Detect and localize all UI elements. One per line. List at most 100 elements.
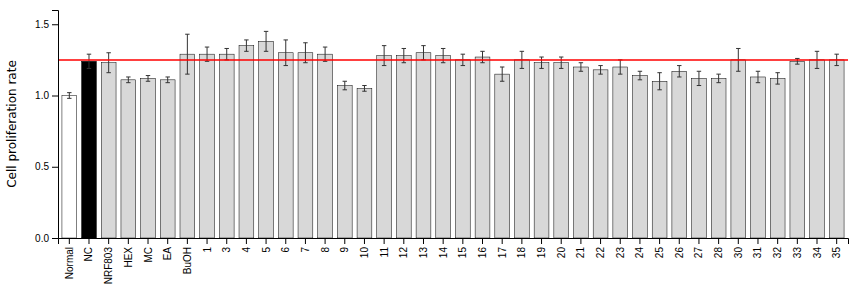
x-tick-label: 34 bbox=[812, 247, 823, 259]
y-tick-mark bbox=[52, 96, 58, 97]
bar bbox=[455, 60, 470, 238]
x-tick-label: Normal bbox=[64, 247, 75, 279]
bar bbox=[318, 54, 333, 238]
x-tick-label: 26 bbox=[674, 247, 685, 259]
x-tick-label: 27 bbox=[693, 247, 704, 259]
x-tick: 10 bbox=[359, 238, 370, 258]
error-bar bbox=[559, 57, 563, 68]
x-tick-mark bbox=[698, 238, 699, 244]
bar bbox=[475, 57, 490, 238]
x-tick-label: 7 bbox=[300, 247, 311, 253]
error-bar bbox=[598, 66, 602, 75]
x-tick-label: NC bbox=[83, 247, 94, 261]
x-tick: 22 bbox=[595, 238, 606, 258]
x-tick-label: 20 bbox=[556, 247, 567, 259]
error-bar bbox=[284, 40, 288, 66]
x-tick-label: BuOH bbox=[182, 247, 193, 274]
x-tick-label: 4 bbox=[241, 247, 252, 253]
bar bbox=[298, 53, 313, 238]
bar bbox=[810, 60, 825, 238]
bar bbox=[829, 60, 844, 238]
error-bar bbox=[106, 53, 110, 73]
x-tick-label: HEX bbox=[123, 247, 134, 268]
x-tick: 4 bbox=[241, 238, 252, 253]
x-tick: HEX bbox=[123, 238, 134, 268]
x-tick-mark bbox=[541, 238, 542, 244]
x-tick: 11 bbox=[379, 238, 390, 257]
bar bbox=[377, 56, 392, 238]
x-tick: 21 bbox=[575, 238, 586, 258]
x-tick-label: 32 bbox=[772, 247, 783, 259]
y-tick-label: 0.5 bbox=[35, 161, 49, 172]
x-tick: EA bbox=[162, 238, 173, 260]
x-tick: 19 bbox=[536, 238, 547, 258]
x-tick-label: NRF803 bbox=[103, 247, 114, 285]
bar bbox=[62, 96, 77, 239]
x-tick-mark bbox=[561, 238, 562, 244]
x-tick-mark bbox=[817, 238, 818, 244]
x-tick: 28 bbox=[713, 238, 724, 258]
x-tick: 31 bbox=[752, 238, 763, 258]
x-tick-mark bbox=[718, 238, 719, 244]
error-bar bbox=[343, 81, 347, 90]
x-tick-mark bbox=[620, 238, 621, 244]
x-tick: 7 bbox=[300, 238, 311, 253]
x-tick-label: 17 bbox=[497, 247, 508, 259]
x-tick-label: 12 bbox=[398, 247, 409, 259]
bar bbox=[82, 61, 97, 238]
x-tick-mark bbox=[69, 238, 70, 244]
y-tick-mark bbox=[52, 238, 58, 239]
x-tick-mark bbox=[482, 238, 483, 244]
error-bar bbox=[716, 74, 720, 83]
error-bar bbox=[244, 40, 248, 51]
x-tick-mark bbox=[305, 238, 306, 244]
y-tick-mark bbox=[52, 24, 58, 25]
y-tick: 1.5 bbox=[35, 19, 58, 30]
error-bar bbox=[697, 71, 701, 85]
x-tick-mark bbox=[423, 238, 424, 244]
x-tick-label: 30 bbox=[733, 247, 744, 259]
x-tick-mark bbox=[659, 238, 660, 244]
bar bbox=[672, 71, 687, 238]
error-bar bbox=[638, 71, 642, 80]
x-tick: 33 bbox=[792, 238, 803, 258]
bar bbox=[121, 80, 136, 238]
x-tick-mark bbox=[600, 238, 601, 244]
x-tick-label: MC bbox=[143, 247, 154, 263]
x-tick: 30 bbox=[733, 238, 744, 258]
error-bar bbox=[657, 73, 661, 90]
chart: 0.00.51.01.5NormalNCNRF803HEXMCEABuOH134… bbox=[0, 0, 858, 302]
x-tick-mark bbox=[266, 238, 267, 244]
bar bbox=[101, 63, 116, 238]
x-tick: 34 bbox=[812, 238, 823, 258]
x-tick-mark bbox=[384, 238, 385, 244]
bar bbox=[613, 67, 628, 238]
x-tick-mark bbox=[167, 238, 168, 244]
bar bbox=[790, 61, 805, 238]
bar bbox=[436, 56, 451, 238]
x-axis-line bbox=[59, 239, 849, 245]
x-tick: 35 bbox=[831, 238, 842, 258]
x-tick-label: 21 bbox=[575, 247, 586, 259]
bar bbox=[574, 67, 589, 238]
x-tick-label: 33 bbox=[792, 247, 803, 259]
error-bar bbox=[185, 34, 189, 74]
error-bar bbox=[579, 63, 583, 72]
plot: 0.00.51.01.5NormalNCNRF803HEXMCEABuOH134… bbox=[35, 11, 848, 285]
x-tick-mark bbox=[797, 238, 798, 244]
x-tick-label: 9 bbox=[339, 247, 350, 253]
x-tick-mark bbox=[502, 238, 503, 244]
x-tick: 23 bbox=[615, 238, 626, 258]
marks bbox=[58, 31, 848, 238]
x-tick-label: 16 bbox=[477, 247, 488, 259]
x-tick-label: 35 bbox=[831, 247, 842, 259]
y-axis-title: Cell proliferation rate bbox=[5, 60, 19, 188]
x-tick-label: 15 bbox=[457, 247, 468, 259]
x-tick: 1 bbox=[202, 238, 213, 253]
error-bar bbox=[480, 51, 484, 62]
x-tick: 5 bbox=[261, 238, 272, 253]
bar bbox=[141, 78, 156, 238]
x-tick-label: 1 bbox=[202, 247, 213, 253]
error-bar bbox=[382, 46, 386, 66]
x-tick-label: 24 bbox=[634, 247, 645, 259]
